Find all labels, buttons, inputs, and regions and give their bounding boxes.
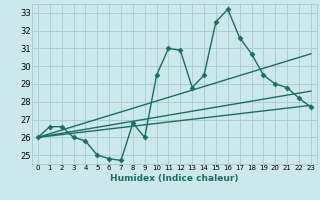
X-axis label: Humidex (Indice chaleur): Humidex (Indice chaleur) bbox=[110, 174, 239, 183]
